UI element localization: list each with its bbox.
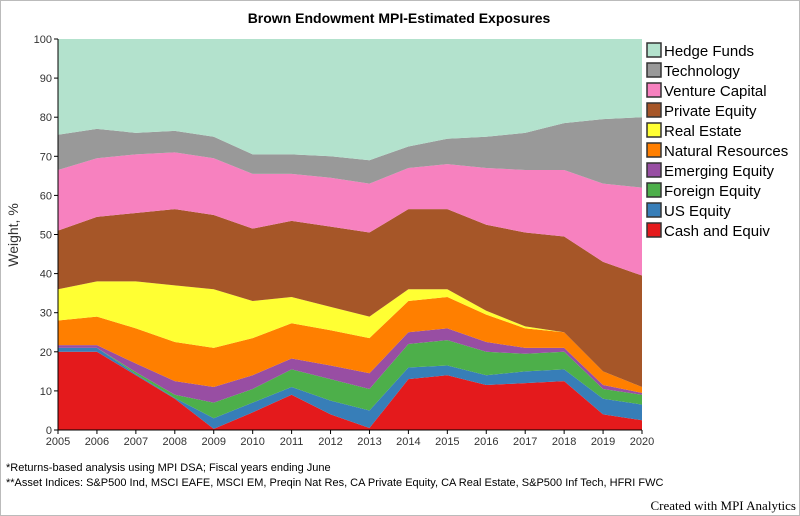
area-emerging-equity — [58, 328, 642, 403]
legend-swatch — [646, 142, 662, 158]
legend-label: Cash and Equiv — [664, 223, 770, 240]
legend-label: Technology — [664, 63, 740, 80]
area-technology — [58, 117, 642, 188]
x-tick-label: 2013 — [357, 436, 381, 448]
legend-swatch — [646, 182, 662, 198]
legend-label: Venture Capital — [664, 83, 767, 100]
footnote-indices: **Asset Indices: S&P500 Ind, MSCI EAFE, … — [6, 477, 664, 489]
chart-title: Brown Endowment MPI-Estimated Exposures — [248, 10, 551, 26]
legend-label: US Equity — [664, 203, 731, 220]
legend-label: Hedge Funds — [664, 43, 754, 60]
x-tick-label: 2009 — [201, 436, 225, 448]
y-tick-label: 90 — [40, 73, 52, 85]
footnote-method: *Returns-based analysis using MPI DSA; F… — [6, 462, 331, 474]
x-tick-label: 2006 — [85, 436, 109, 448]
legend-swatch — [646, 122, 662, 138]
x-tick-label: 2017 — [513, 436, 537, 448]
x-tick-label: 2019 — [591, 436, 615, 448]
legend-swatch — [646, 202, 662, 218]
x-tick-label: 2011 — [280, 436, 304, 448]
y-tick-label: 40 — [40, 269, 52, 281]
legend-label: Natural Resources — [664, 143, 788, 160]
x-tick-label: 2008 — [163, 436, 187, 448]
legend-swatch — [646, 222, 662, 238]
legend-swatch — [646, 62, 662, 78]
y-tick-label: 50 — [40, 230, 52, 242]
x-tick-label: 2012 — [318, 436, 342, 448]
area-us-equity — [58, 347, 642, 429]
area-foreign-equity — [58, 340, 642, 419]
credit-text: Created with MPI Analytics — [650, 498, 796, 513]
legend-swatch — [646, 42, 662, 58]
area-natural-resources — [58, 297, 642, 393]
y-axis-label: Weight, % — [5, 203, 21, 267]
x-tick-label: 2016 — [474, 436, 498, 448]
legend-label: Private Equity — [664, 103, 757, 120]
y-tick-label: 70 — [40, 151, 52, 163]
legend-label: Real Estate — [664, 123, 742, 140]
y-tick-label: 20 — [40, 347, 52, 359]
y-tick-label: 0 — [46, 425, 52, 437]
x-tick-label: 2018 — [552, 436, 576, 448]
x-tick-label: 2014 — [396, 436, 420, 448]
area-hedge-funds — [58, 39, 642, 161]
y-tick-label: 30 — [40, 308, 52, 320]
area-private-equity — [58, 209, 642, 387]
area-venture-capital — [58, 152, 642, 276]
y-tick-label: 60 — [40, 190, 52, 202]
legend-swatch — [646, 82, 662, 98]
legend-swatch — [646, 162, 662, 178]
legend-label: Emerging Equity — [664, 163, 775, 180]
x-tick-label: 2005 — [46, 436, 70, 448]
x-tick-label: 2015 — [435, 436, 459, 448]
area-real-estate — [58, 281, 642, 387]
x-tick-label: 2020 — [630, 436, 654, 448]
y-tick-label: 100 — [34, 34, 52, 46]
area-cash-and-equiv — [58, 351, 642, 430]
x-tick-label: 2010 — [240, 436, 264, 448]
y-tick-label: 10 — [40, 386, 52, 398]
legend-label: Foreign Equity — [664, 183, 761, 200]
legend-swatch — [646, 102, 662, 118]
y-tick-label: 80 — [40, 112, 52, 124]
x-tick-label: 2007 — [124, 436, 148, 448]
